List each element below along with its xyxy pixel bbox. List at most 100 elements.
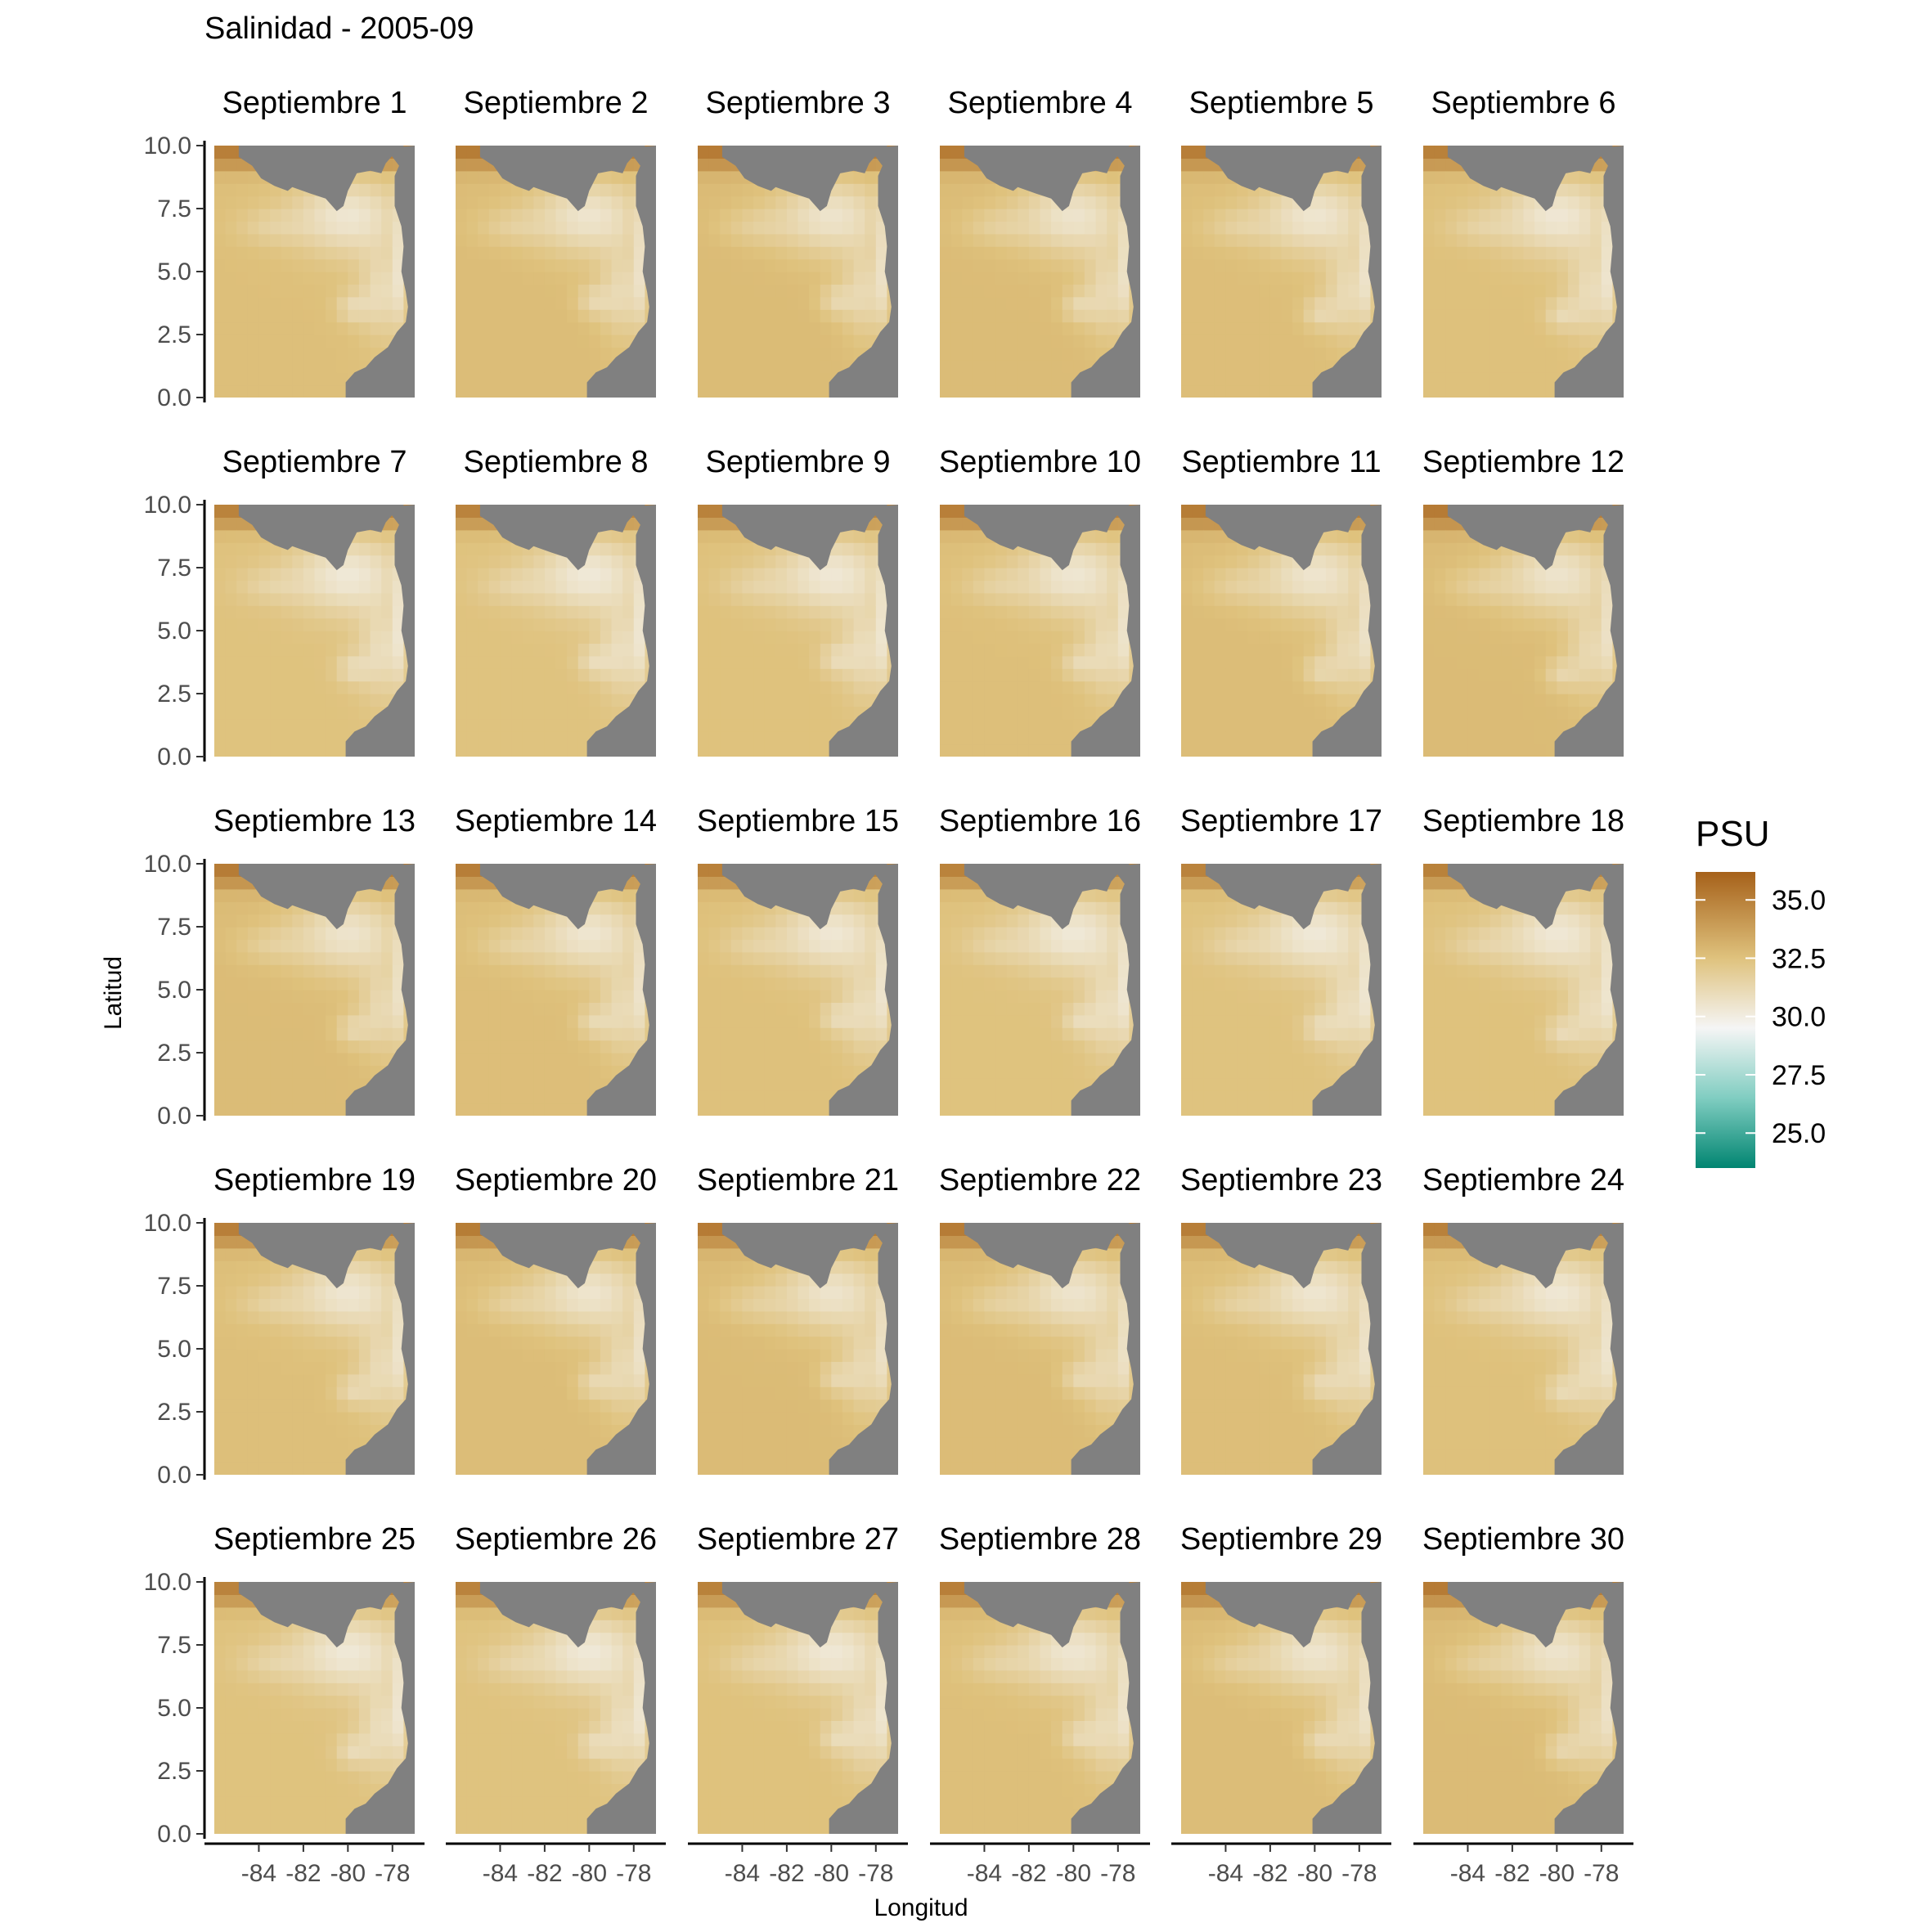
heat-cell xyxy=(1028,359,1041,373)
heat-cell xyxy=(456,1103,468,1116)
heat-cell xyxy=(1479,359,1491,373)
heat-cell xyxy=(1107,246,1119,260)
heat-cell xyxy=(1456,258,1468,272)
heat-cell xyxy=(314,939,326,953)
heat-cell xyxy=(809,221,821,235)
heat-cell xyxy=(764,209,776,222)
heat-cell xyxy=(1467,718,1480,732)
heat-cell xyxy=(544,372,557,386)
heat-cell xyxy=(950,372,963,386)
heat-cell xyxy=(214,542,227,556)
heat-cell xyxy=(1214,195,1226,209)
heat-cell xyxy=(1281,296,1293,310)
heat-cell xyxy=(488,605,501,619)
heat-cell xyxy=(555,284,568,298)
heat-cell xyxy=(1303,221,1315,235)
heat-cell xyxy=(600,555,613,568)
heat-cell xyxy=(577,718,590,732)
heat-cell xyxy=(258,284,271,298)
heat-cell xyxy=(270,655,282,669)
heat-cell xyxy=(358,555,371,568)
heat-cell xyxy=(1040,209,1052,222)
heat-cell xyxy=(1006,668,1018,682)
heat-cell xyxy=(842,296,855,310)
heat-cell xyxy=(225,927,237,940)
heat-cell xyxy=(1534,233,1547,247)
heat-cell xyxy=(831,321,843,335)
heat-cell xyxy=(600,170,613,184)
heat-cell xyxy=(1018,706,1030,720)
heat-cell xyxy=(1489,372,1502,386)
heat-cell xyxy=(622,221,635,235)
heat-cell xyxy=(466,517,479,531)
heat-cell xyxy=(466,372,479,386)
heat-cell xyxy=(348,568,360,581)
heat-cell xyxy=(544,568,557,581)
heat-cell xyxy=(466,183,479,197)
heat-cell xyxy=(1512,643,1525,657)
heat-cell xyxy=(370,939,382,953)
heat-cell xyxy=(358,221,371,235)
heat-cell xyxy=(1259,335,1271,348)
heat-cell xyxy=(708,694,721,707)
heat-cell xyxy=(1192,694,1204,707)
heat-cell xyxy=(1434,372,1446,386)
heat-cell xyxy=(258,1103,271,1116)
heat-cell xyxy=(1095,233,1108,247)
heat-cell xyxy=(533,195,546,209)
heat-cell xyxy=(1281,233,1293,247)
heat-cell xyxy=(533,555,546,568)
y-tick-label: 10.0 xyxy=(144,492,191,519)
heat-cell xyxy=(775,568,788,581)
heat-cell xyxy=(853,221,865,235)
heat-cell xyxy=(842,706,855,720)
heat-cell xyxy=(358,296,371,310)
heat-cell xyxy=(225,1002,237,1016)
heat-cell xyxy=(1292,631,1305,644)
heat-cell xyxy=(775,309,788,323)
heat-cell xyxy=(1434,731,1446,745)
heat-cell xyxy=(270,694,282,707)
heat-cell xyxy=(764,605,776,619)
heat-cell xyxy=(865,643,877,657)
heat-cell xyxy=(753,731,766,745)
heat-cell xyxy=(1214,321,1226,335)
heat-cell xyxy=(1292,731,1305,745)
heat-cell xyxy=(1237,568,1249,581)
heat-cell xyxy=(984,359,996,373)
heat-cell xyxy=(336,580,348,594)
heat-cell xyxy=(798,643,810,657)
heat-cell xyxy=(962,580,974,594)
heat-cell xyxy=(853,542,865,556)
heat-cell xyxy=(258,209,271,222)
heat-cell xyxy=(1512,605,1525,619)
heat-cell xyxy=(258,233,271,247)
heat-cell xyxy=(1590,643,1602,657)
heat-cell xyxy=(1557,272,1569,285)
heat-cell xyxy=(1203,517,1215,531)
heat-cell xyxy=(1567,272,1580,285)
heat-cell xyxy=(1203,158,1215,172)
heat-cell xyxy=(1423,631,1436,644)
heat-cell xyxy=(1073,605,1085,619)
heat-cell xyxy=(500,221,512,235)
heat-cell xyxy=(225,517,237,531)
heat-cell xyxy=(466,668,479,682)
heat-cell xyxy=(270,1040,282,1054)
heat-cell xyxy=(522,309,534,323)
heat-cell xyxy=(1479,258,1491,272)
heat-cell xyxy=(511,990,523,1003)
heat-cell xyxy=(544,718,557,732)
heat-cell xyxy=(698,655,710,669)
heat-cell xyxy=(1523,592,1535,606)
heat-cell xyxy=(1247,372,1260,386)
heat-cell xyxy=(1303,233,1315,247)
heat-cell xyxy=(348,272,360,285)
heat-cell xyxy=(962,170,974,184)
heat-cell xyxy=(865,170,877,184)
heat-cell xyxy=(1292,668,1305,682)
heat-cell xyxy=(786,668,799,682)
heat-cell xyxy=(555,1103,568,1116)
heat-cell xyxy=(742,706,754,720)
heat-cell xyxy=(1512,284,1525,298)
